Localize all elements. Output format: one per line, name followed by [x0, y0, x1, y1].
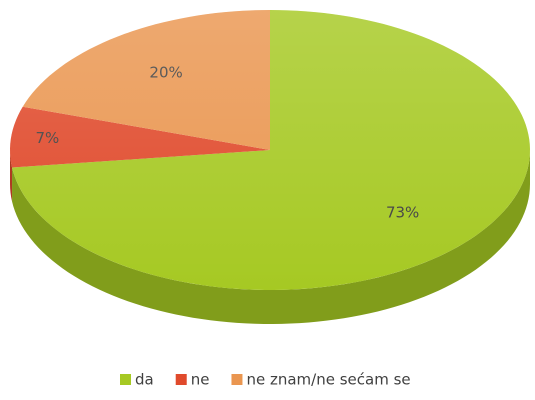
legend-item: da: [120, 371, 154, 389]
data-label: 7%: [35, 129, 59, 147]
legend-swatch: [231, 374, 243, 385]
legend-swatch: [120, 374, 131, 385]
legend-label: da: [135, 371, 154, 389]
legend-label: ne: [191, 371, 210, 389]
data-label: 73%: [386, 203, 419, 221]
data-label: 20%: [149, 63, 182, 81]
legend-swatch: [175, 374, 187, 385]
legend-item: ne znam/ne sećam se: [231, 371, 411, 389]
legend-label: ne znam/ne sećam se: [246, 371, 410, 389]
legend-item: ne: [175, 371, 210, 389]
